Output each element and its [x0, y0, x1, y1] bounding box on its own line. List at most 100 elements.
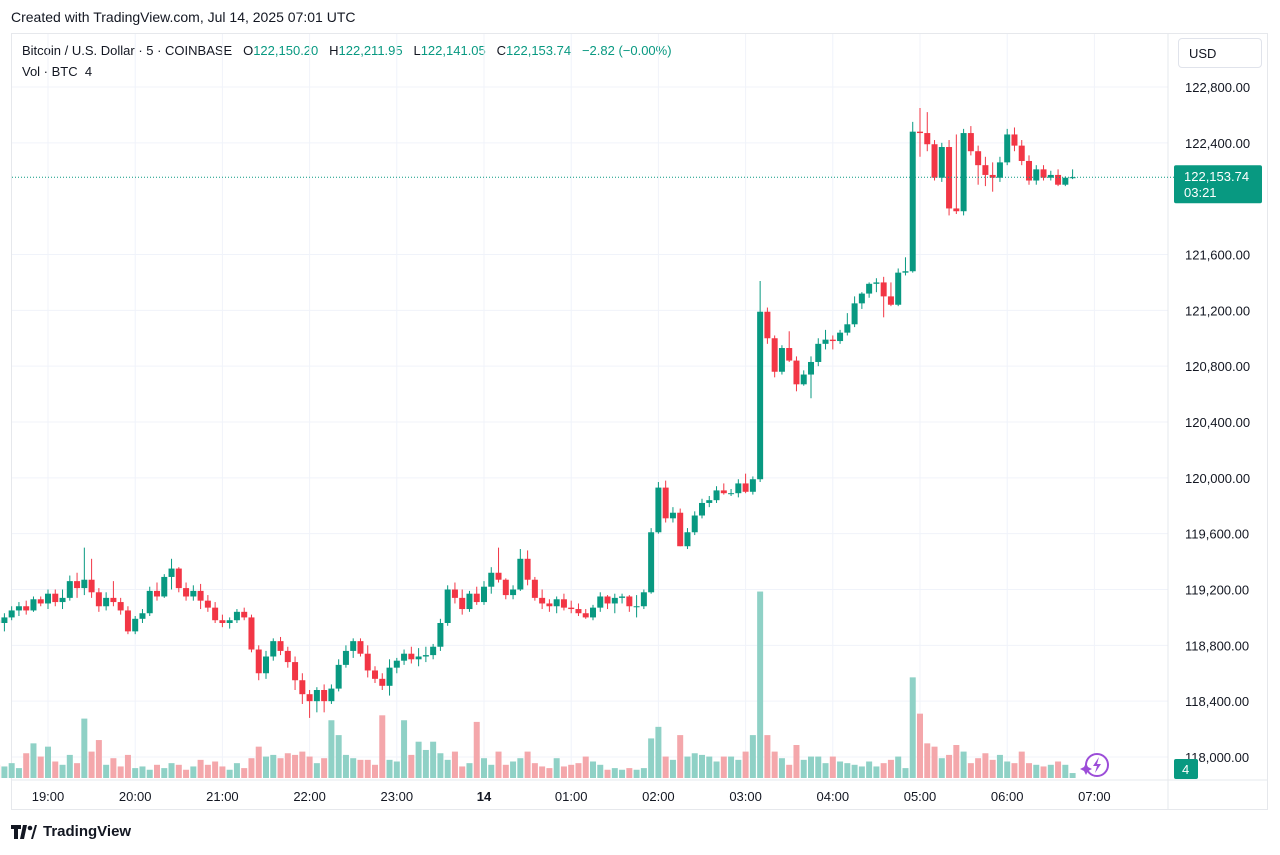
- volume-bar: [1011, 763, 1018, 778]
- candle-body: [619, 596, 626, 598]
- volume-bar: [197, 759, 204, 778]
- volume-bar: [132, 768, 139, 778]
- candle-body: [306, 694, 313, 702]
- tradingview-logo-icon: [11, 824, 37, 839]
- candle-body: [408, 653, 415, 660]
- volume-bar: [996, 754, 1003, 778]
- volume-bar: [66, 754, 73, 778]
- candle-body: [139, 613, 146, 619]
- volume-bar: [139, 766, 146, 778]
- volume-bar: [110, 758, 117, 778]
- countdown-label: 03:21: [1184, 185, 1217, 200]
- open-label: O: [243, 43, 254, 58]
- candle-body: [175, 568, 182, 589]
- volume-bar: [23, 753, 30, 778]
- volume-bar: [960, 751, 967, 778]
- price-tick-label: 118,400.00: [1185, 694, 1249, 709]
- candle-body: [190, 590, 197, 597]
- currency-button[interactable]: USD: [1178, 38, 1262, 68]
- candle-body: [590, 607, 596, 618]
- volume-last-label: 4: [1182, 762, 1189, 777]
- volume-bar: [124, 754, 131, 778]
- volume-bar: [1047, 764, 1054, 778]
- last-price-label: 122,153.74: [1184, 169, 1249, 184]
- candle-body: [161, 576, 168, 597]
- candle-body: [568, 607, 575, 610]
- candle-body: [1, 617, 8, 623]
- volume-bar: [713, 761, 720, 778]
- candle-body: [132, 618, 139, 632]
- candle-body: [960, 133, 967, 212]
- volume-bar: [74, 763, 81, 778]
- candle-body: [495, 572, 502, 580]
- sparkle-assistant-icon[interactable]: [1080, 753, 1109, 777]
- candle-body: [989, 174, 996, 178]
- volume-bar: [1062, 764, 1069, 778]
- candle-body: [640, 592, 647, 607]
- candle-body: [277, 641, 284, 651]
- candle-body: [655, 487, 662, 533]
- volume-bar: [611, 768, 618, 778]
- volume-bar: [1069, 773, 1076, 778]
- candle-body: [764, 311, 771, 339]
- volume-bar: [313, 763, 320, 778]
- volume-bar: [699, 754, 705, 778]
- volume-bar: [590, 761, 596, 778]
- candle-body: [321, 690, 328, 702]
- volume-bar: [844, 763, 851, 778]
- candle-body: [946, 147, 953, 209]
- chart-pane[interactable]: [11, 33, 1268, 810]
- candle-body: [924, 133, 931, 145]
- high-value: 122,211.95: [338, 43, 403, 58]
- volume-bar: [88, 751, 95, 778]
- volume-bar: [989, 759, 996, 778]
- volume-bar: [15, 768, 22, 778]
- candle-body: [735, 483, 742, 494]
- candle-body: [771, 338, 778, 372]
- candle-body: [241, 611, 248, 618]
- volume-bar: [909, 677, 916, 778]
- candle-body: [517, 558, 524, 590]
- time-tick-label: 23:00: [381, 789, 414, 804]
- created-with-caption: Created with TradingView.com, Jul 14, 20…: [11, 9, 356, 25]
- close-label: C: [496, 43, 507, 58]
- candle-body: [982, 165, 989, 175]
- candle-body: [975, 151, 982, 166]
- candle-body: [117, 602, 124, 611]
- volume-bar: [226, 769, 233, 778]
- candle-body: [677, 512, 684, 547]
- candle-body: [124, 610, 131, 632]
- volume-bar: [684, 756, 691, 778]
- candle-body: [553, 599, 560, 607]
- candle-body: [372, 670, 378, 679]
- volume-bar: [749, 735, 756, 778]
- candle-body: [866, 283, 873, 294]
- volume-bar: [1004, 761, 1011, 778]
- volume-bar: [720, 756, 727, 778]
- volume-bar: [1033, 764, 1040, 778]
- volume-bar: [938, 758, 945, 778]
- volume-bar: [233, 763, 240, 778]
- volume-bar: [786, 764, 793, 778]
- candle-body: [1062, 177, 1069, 185]
- volume-value: 4: [84, 64, 93, 79]
- candle-body: [706, 500, 713, 503]
- symbol-legend: Bitcoin / U.S. Dollar · 5 · COINBASE O12…: [22, 43, 672, 58]
- change-value: −2.82 (−0.00%): [581, 43, 672, 58]
- candle-body: [778, 348, 785, 372]
- candle-body: [808, 361, 814, 375]
- low-label: L: [413, 43, 421, 58]
- volume-bar: [967, 763, 974, 778]
- volume-bar: [829, 756, 836, 778]
- tradingview-footer: TradingView: [11, 823, 131, 840]
- volume-bar: [248, 758, 255, 778]
- volume-bar: [539, 766, 546, 778]
- candle-body: [437, 623, 444, 647]
- candle-body: [444, 589, 451, 623]
- time-tick-label: 19:00: [32, 789, 65, 804]
- close-value: 122,153.74: [506, 43, 572, 58]
- candle-body: [597, 596, 604, 608]
- volume-bar: [764, 735, 771, 778]
- candle-body: [996, 162, 1003, 178]
